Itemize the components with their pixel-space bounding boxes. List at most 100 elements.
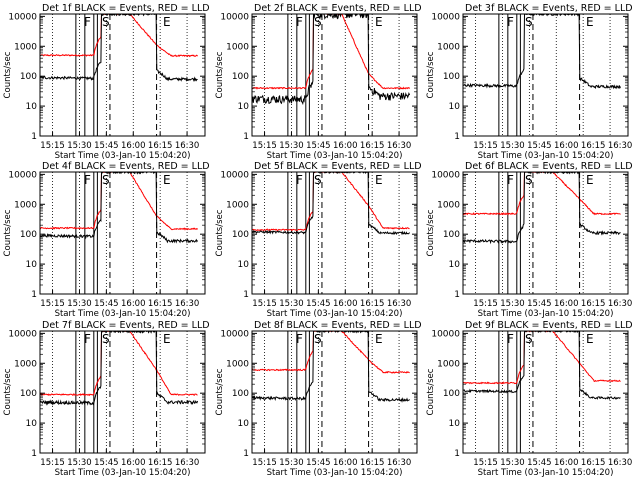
events-series-line [463, 331, 621, 401]
events-series-line [463, 14, 622, 90]
x-tick-label: 16:30 [175, 458, 200, 468]
y-tick-label: 100 [20, 230, 37, 240]
marker-S: S [314, 173, 322, 187]
series-group [40, 331, 199, 406]
x-tick-label: 15:15 [473, 141, 498, 151]
marker-F: F [507, 332, 514, 346]
marker-E: E [375, 173, 383, 187]
y-tick-label: 1000 [226, 359, 249, 369]
x-tick-label: 16:15 [148, 141, 173, 151]
y-tick-label: 1 [31, 132, 37, 142]
y-tick-label: 1000 [226, 200, 249, 210]
x-tick-label: 15:45 [527, 458, 552, 468]
x-tick-label: 16:15 [148, 299, 173, 309]
y-tick-label: 100 [232, 389, 249, 399]
y-tick-label: 1 [31, 449, 37, 459]
marker-E: E [163, 332, 171, 346]
x-tick-label: 15:30 [500, 141, 525, 151]
x-tick-label: 16:00 [333, 141, 358, 151]
y-tick-label: 100 [443, 72, 460, 82]
y-tick-label: 100 [20, 72, 37, 82]
x-axis-label: Start Time (03-Jan-10 15:04:20) [267, 309, 403, 319]
panel-title: Det 5f BLACK = Events, RED = LLD [254, 161, 422, 172]
x-tick-label: 15:30 [279, 299, 304, 309]
panel-title: Det 9f BLACK = Events, RED = LLD [465, 320, 633, 331]
marker-S: S [102, 173, 110, 187]
plot-frame [251, 171, 418, 295]
x-tick-label: 15:30 [67, 458, 92, 468]
x-tick-label: 15:45 [527, 299, 552, 309]
y-tick-label: 1 [243, 449, 249, 459]
x-tick-label: 15:15 [252, 458, 277, 468]
x-axis-label: Start Time (03-Jan-10 15:04:20) [55, 309, 191, 319]
x-tick-label: 15:45 [94, 299, 119, 309]
x-tick-label: 16:30 [175, 141, 200, 151]
x-tick-label: 16:00 [554, 141, 579, 151]
y-tick-label: 10 [26, 260, 38, 270]
lld-series-line [252, 172, 410, 232]
y-tick-label: 10 [449, 419, 461, 429]
events-series-line [252, 172, 410, 236]
plot-frame [462, 13, 629, 137]
x-tick-label: 15:45 [306, 299, 331, 309]
marker-F: F [296, 332, 303, 346]
marker-S: S [525, 15, 533, 29]
x-tick-label: 16:30 [175, 299, 200, 309]
marker-F: F [84, 15, 91, 29]
lld-series-line [40, 331, 198, 397]
marker-E: E [163, 15, 171, 29]
x-tick-label: 16:15 [581, 299, 606, 309]
events-series-line [463, 172, 621, 245]
y-axis-label: Counts/sec [426, 51, 436, 98]
x-tick-label: 15:45 [527, 141, 552, 151]
marker-F: F [507, 15, 514, 29]
marker-E: E [586, 173, 594, 187]
events-series-line [252, 14, 411, 106]
x-tick-label: 16:00 [121, 458, 146, 468]
y-tick-label: 1000 [14, 359, 37, 369]
events-series-line [40, 172, 199, 244]
x-axis-label: Start Time (03-Jan-10 15:04:20) [478, 309, 614, 319]
plot-frame [39, 330, 206, 454]
y-tick-label: 1 [243, 290, 249, 300]
y-tick-label: 10000 [220, 170, 249, 180]
y-tick-label: 10 [449, 260, 461, 270]
y-tick-label: 10 [26, 419, 38, 429]
plot-frame [251, 13, 418, 137]
events-series-line [40, 331, 199, 406]
lld-series-line [40, 172, 198, 231]
marker-S: S [525, 332, 533, 346]
y-tick-label: 1000 [437, 42, 460, 52]
x-tick-label: 16:15 [148, 458, 173, 468]
marker-S: S [314, 332, 322, 346]
panel-title: Det 2f BLACK = Events, RED = LLD [254, 3, 422, 14]
y-tick-label: 100 [232, 230, 249, 240]
y-tick-label: 10000 [220, 12, 249, 22]
plot-frame [462, 171, 629, 295]
y-tick-label: 100 [443, 230, 460, 240]
panel-title: Det 7f BLACK = Events, RED = LLD [42, 320, 210, 331]
x-tick-label: 16:30 [387, 299, 412, 309]
events-series-line [40, 14, 198, 82]
y-tick-label: 1000 [437, 200, 460, 210]
y-tick-label: 100 [443, 389, 460, 399]
x-tick-label: 16:15 [581, 141, 606, 151]
y-tick-label: 10 [238, 102, 250, 112]
events-series-line [252, 331, 410, 403]
x-tick-label: 16:30 [387, 458, 412, 468]
series-group [463, 14, 622, 90]
marker-F: F [84, 173, 91, 187]
y-tick-label: 100 [232, 72, 249, 82]
y-tick-label: 10000 [431, 329, 460, 339]
y-tick-label: 10000 [8, 170, 37, 180]
marker-F: F [296, 15, 303, 29]
series-group [252, 172, 410, 236]
y-tick-label: 10 [238, 419, 250, 429]
x-tick-label: 15:15 [252, 299, 277, 309]
y-tick-label: 1 [243, 132, 249, 142]
